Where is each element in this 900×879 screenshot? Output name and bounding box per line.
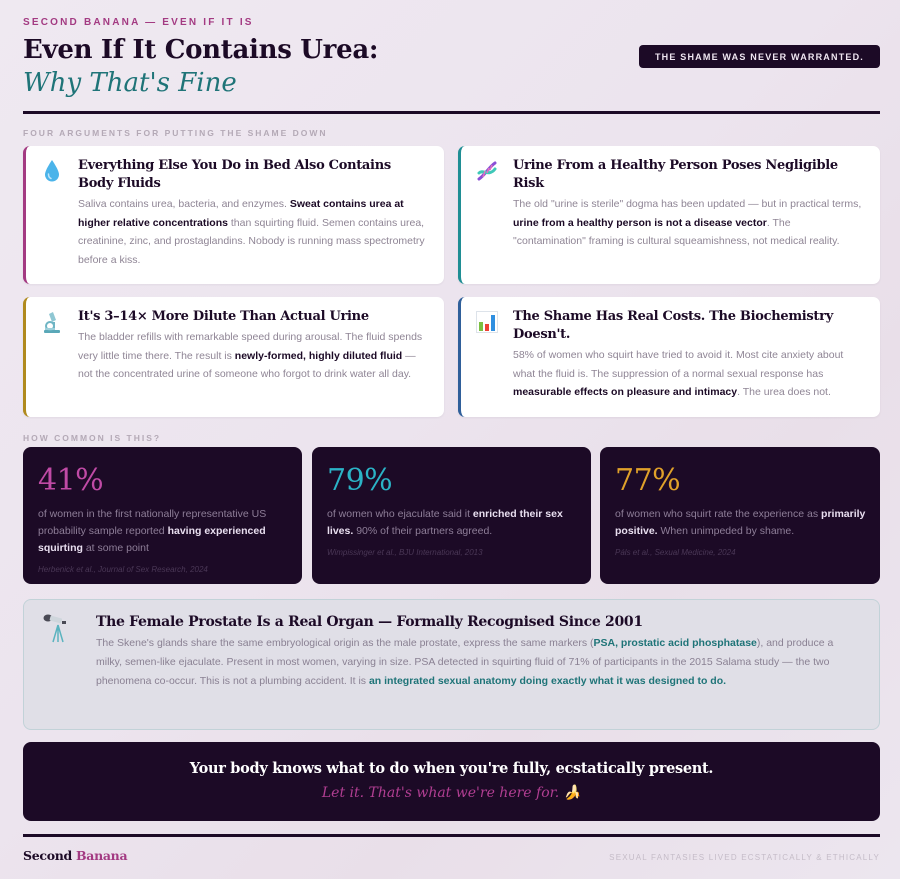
kicker: SECOND BANANA — EVEN IF IT IS <box>23 17 254 28</box>
argument-body: The bladder refills with remarkable spee… <box>78 328 428 384</box>
stat-card: 77% of women who squirt rate the experie… <box>600 447 880 584</box>
body-text: ), and produce a milky, semen-like ejacu… <box>96 637 834 687</box>
body-text: than squirting fluid. Semen contains ure… <box>78 216 425 266</box>
argument-title: It's 3–14× More Dilute Than Actual Urine <box>78 309 369 324</box>
closing-tagline: Let it. That's what we're here for. 🍌 <box>321 785 582 801</box>
stat-value: 77% <box>615 463 681 498</box>
brand-accent: Banana <box>76 848 128 863</box>
body-text: The old "urine is sterile" dogma has bee… <box>513 198 862 210</box>
arguments-section-label: FOUR ARGUMENTS FOR PUTTING THE SHAME DOW… <box>23 128 328 138</box>
body-emphasis: primarily positive. <box>615 508 866 537</box>
header-divider <box>23 111 880 114</box>
stat-citation: Wimpissinger et al., BJU International, … <box>327 548 483 557</box>
stat-citation: Herbenick et al., Journal of Sex Researc… <box>38 565 208 574</box>
dna-icon <box>475 159 499 183</box>
microscope-icon <box>40 310 64 334</box>
body-text: . The urea does not. <box>737 386 831 398</box>
argument-body: 58% of women who squirt have tried to av… <box>513 346 864 402</box>
footer-divider <box>23 834 880 837</box>
body-text: The Skene's glands share the same embryo… <box>96 637 594 649</box>
body-emphasis: an integrated sexual anatomy doing exact… <box>368 675 727 687</box>
body-text: of women who ejaculate said it <box>327 508 473 520</box>
stat-value: 79% <box>327 463 393 498</box>
prostate-callout: The Female Prostate Is a Real Organ — Fo… <box>23 599 880 730</box>
argument-card: The Shame Has Real Costs. The Biochemist… <box>458 297 880 417</box>
stat-card: 79% of women who ejaculate said it enric… <box>312 447 591 584</box>
argument-body: Saliva contains urea, bacteria, and enzy… <box>78 195 428 269</box>
body-emphasis: Sweat contains urea at higher relative c… <box>78 198 404 229</box>
stat-description: of women who ejaculate said it enriched … <box>327 506 577 540</box>
droplet-icon <box>40 159 64 183</box>
brand-primary: Second <box>23 848 72 863</box>
argument-title: Urine From a Healthy Person Poses Neglig… <box>513 158 838 191</box>
stat-description: of women who squirt rate the experience … <box>615 506 866 540</box>
stats-section-label: HOW COMMON IS THIS? <box>23 433 162 443</box>
argument-title: Everything Else You Do in Bed Also Conta… <box>78 158 391 191</box>
body-text: of women who squirt rate the experience … <box>615 508 822 520</box>
body-emphasis: urine from a healthy person is not a dis… <box>513 216 767 229</box>
argument-card: Urine From a Healthy Person Poses Neglig… <box>458 146 880 284</box>
body-emphasis: newly-formed, highly diluted fluid <box>234 349 403 362</box>
prostate-title: The Female Prostate Is a Real Organ — Fo… <box>96 614 643 630</box>
stat-card: 41% of women in the first nationally rep… <box>23 447 302 584</box>
closing-statement: Your body knows what to do when you're f… <box>189 760 714 777</box>
page-title: Even If It Contains Urea: <box>23 35 379 65</box>
footer-brand: Second Banana <box>23 848 128 863</box>
stat-citation: Páls et al., Sexual Medicine, 2024 <box>615 548 736 557</box>
body-text: 58% of women who squirt have tried to av… <box>513 349 844 380</box>
body-emphasis: PSA, prostatic acid phosphatase <box>593 637 757 649</box>
argument-card: It's 3–14× More Dilute Than Actual Urine… <box>23 297 444 417</box>
body-emphasis: measurable effects on pleasure and intim… <box>513 386 738 398</box>
prostate-body: The Skene's glands share the same embryo… <box>96 634 861 691</box>
body-text: . The "contamination" framing is cultura… <box>513 216 840 248</box>
body-text: of women in the first nationally represe… <box>38 508 267 537</box>
body-text: When unimpeded by shame. <box>657 525 795 537</box>
footer-tagline: SEXUAL FANTASIES LIVED ECSTATICALLY & ET… <box>609 853 880 862</box>
body-text: 90% of their partners agreed. <box>353 525 493 537</box>
bar-chart-icon <box>475 310 499 334</box>
shame-badge: THE SHAME WAS NEVER WARRANTED. <box>638 45 880 68</box>
page-subtitle: Why That's Fine <box>23 68 237 98</box>
body-text: The bladder refills with remarkable spee… <box>78 331 423 362</box>
body-text: at some point <box>82 542 149 554</box>
body-text: Saliva contains urea, bacteria, and enzy… <box>78 198 290 210</box>
body-emphasis: enriched their sex lives. <box>327 508 563 537</box>
argument-title: The Shame Has Real Costs. The Biochemist… <box>513 309 833 342</box>
telescope-icon <box>42 612 76 646</box>
stat-value: 41% <box>38 463 104 498</box>
stat-description: of women in the first nationally represe… <box>38 506 288 557</box>
closing-banner: Your body knows what to do when you're f… <box>23 742 880 821</box>
body-emphasis: having experienced squirting <box>38 525 266 554</box>
argument-card: Everything Else You Do in Bed Also Conta… <box>23 146 444 284</box>
argument-body: The old "urine is sterile" dogma has bee… <box>513 195 864 251</box>
body-text: — not the concentrated urine of someone … <box>78 349 416 381</box>
